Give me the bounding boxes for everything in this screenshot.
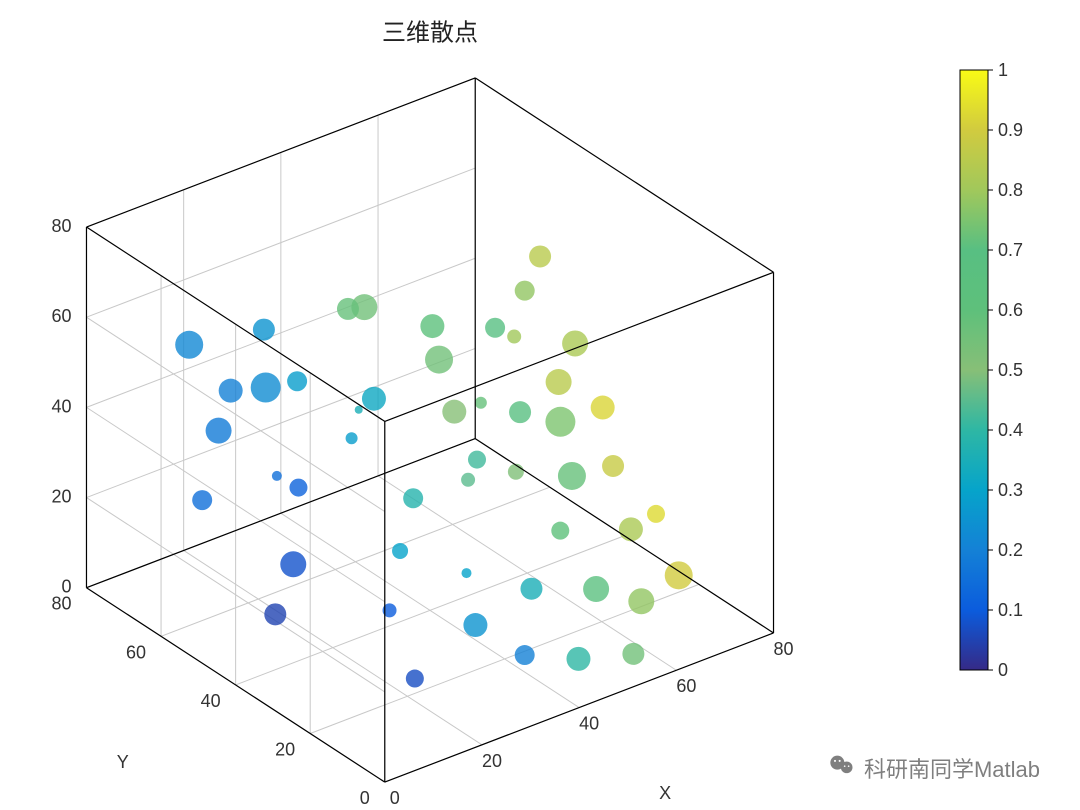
watermark-text: 科研南同学Matlab bbox=[864, 752, 1040, 784]
scatter-point bbox=[425, 346, 453, 374]
scatter-point bbox=[206, 418, 232, 444]
scatter-point bbox=[619, 517, 643, 541]
scatter-point bbox=[622, 643, 644, 665]
scatter-point bbox=[545, 407, 575, 437]
tick-label: 40 bbox=[51, 396, 71, 416]
scatter-point bbox=[468, 451, 486, 469]
scatter-point bbox=[566, 647, 590, 671]
colorbar bbox=[960, 70, 988, 670]
scatter-point bbox=[406, 670, 424, 688]
scatter-point bbox=[509, 401, 531, 423]
scatter-point bbox=[346, 432, 358, 444]
scatter-point bbox=[485, 318, 505, 338]
tick-label: 20 bbox=[51, 487, 71, 507]
scatter-point bbox=[219, 379, 243, 403]
tick-label: Y bbox=[117, 752, 129, 772]
scatter-point bbox=[175, 331, 203, 359]
scatter-point bbox=[591, 396, 615, 420]
tick-label: 80 bbox=[51, 216, 71, 236]
scatter-point bbox=[362, 387, 386, 411]
colorbar-tick-label: 0.4 bbox=[998, 420, 1023, 440]
scatter-point bbox=[461, 568, 471, 578]
chart-stage: 020406080020406080020406080XYZ00.10.20.3… bbox=[0, 0, 1080, 810]
scatter-point bbox=[665, 561, 693, 589]
colorbar-tick-label: 0.9 bbox=[998, 120, 1023, 140]
scatter3d-svg: 020406080020406080020406080XYZ00.10.20.3… bbox=[0, 0, 1080, 810]
scatter-point bbox=[558, 462, 586, 490]
tick-label: 0 bbox=[390, 788, 400, 808]
scatter-point bbox=[520, 578, 542, 600]
tick-label: 0 bbox=[360, 788, 370, 808]
scatter-point bbox=[192, 490, 212, 510]
chart-title: 三维散点 bbox=[382, 13, 478, 48]
scatter-point bbox=[289, 479, 307, 497]
scatter-point bbox=[628, 588, 654, 614]
tick-label: 60 bbox=[51, 306, 71, 326]
scatter-point bbox=[583, 576, 609, 602]
grid-back bbox=[86, 78, 773, 782]
scatter-point bbox=[461, 473, 475, 487]
scatter-point bbox=[420, 314, 444, 338]
scatter-point bbox=[508, 464, 524, 480]
scatter-point bbox=[463, 613, 487, 637]
scatter-point bbox=[551, 522, 569, 540]
watermark: 科研南同学Matlab bbox=[828, 751, 1040, 785]
scatter-point bbox=[392, 543, 408, 559]
scatter-point bbox=[529, 245, 551, 267]
tick-label: 40 bbox=[579, 714, 599, 734]
scatter-point bbox=[337, 298, 359, 320]
scatter-point bbox=[264, 603, 286, 625]
wechat-icon bbox=[828, 751, 856, 785]
tick-label: 80 bbox=[774, 639, 794, 659]
tick-label: 20 bbox=[275, 740, 295, 760]
scatter-point bbox=[647, 505, 665, 523]
tick-label: X bbox=[659, 783, 671, 803]
scatter-point bbox=[515, 281, 535, 301]
colorbar-tick-label: 1 bbox=[998, 60, 1008, 80]
scatter-points bbox=[175, 245, 693, 687]
colorbar-tick-label: 0.3 bbox=[998, 480, 1023, 500]
scatter-point bbox=[507, 330, 521, 344]
scatter-point bbox=[562, 330, 588, 356]
tick-label: 60 bbox=[126, 642, 146, 662]
colorbar-tick-label: 0.6 bbox=[998, 300, 1023, 320]
tick-label: 60 bbox=[676, 676, 696, 696]
scatter-point bbox=[602, 455, 624, 477]
colorbar-tick-label: 0.2 bbox=[998, 540, 1023, 560]
tick-label: 20 bbox=[482, 751, 502, 771]
scatter-point bbox=[287, 371, 307, 391]
colorbar-tick-label: 0.7 bbox=[998, 240, 1023, 260]
scatter-point bbox=[475, 397, 487, 409]
colorbar-tick-label: 0.1 bbox=[998, 600, 1023, 620]
scatter-point bbox=[546, 369, 572, 395]
colorbar-tick-label: 0.5 bbox=[998, 360, 1023, 380]
scatter-point bbox=[515, 645, 535, 665]
colorbar-tick-label: 0 bbox=[998, 660, 1008, 680]
scatter-point bbox=[251, 372, 281, 402]
tick-label: 0 bbox=[61, 577, 71, 597]
colorbar-tick-label: 0.8 bbox=[998, 180, 1023, 200]
scatter-point bbox=[403, 488, 423, 508]
scatter-point bbox=[272, 471, 282, 481]
tick-label: 40 bbox=[201, 691, 221, 711]
scatter-point bbox=[442, 400, 466, 424]
scatter-point bbox=[280, 551, 306, 577]
axes-box bbox=[86, 78, 773, 782]
